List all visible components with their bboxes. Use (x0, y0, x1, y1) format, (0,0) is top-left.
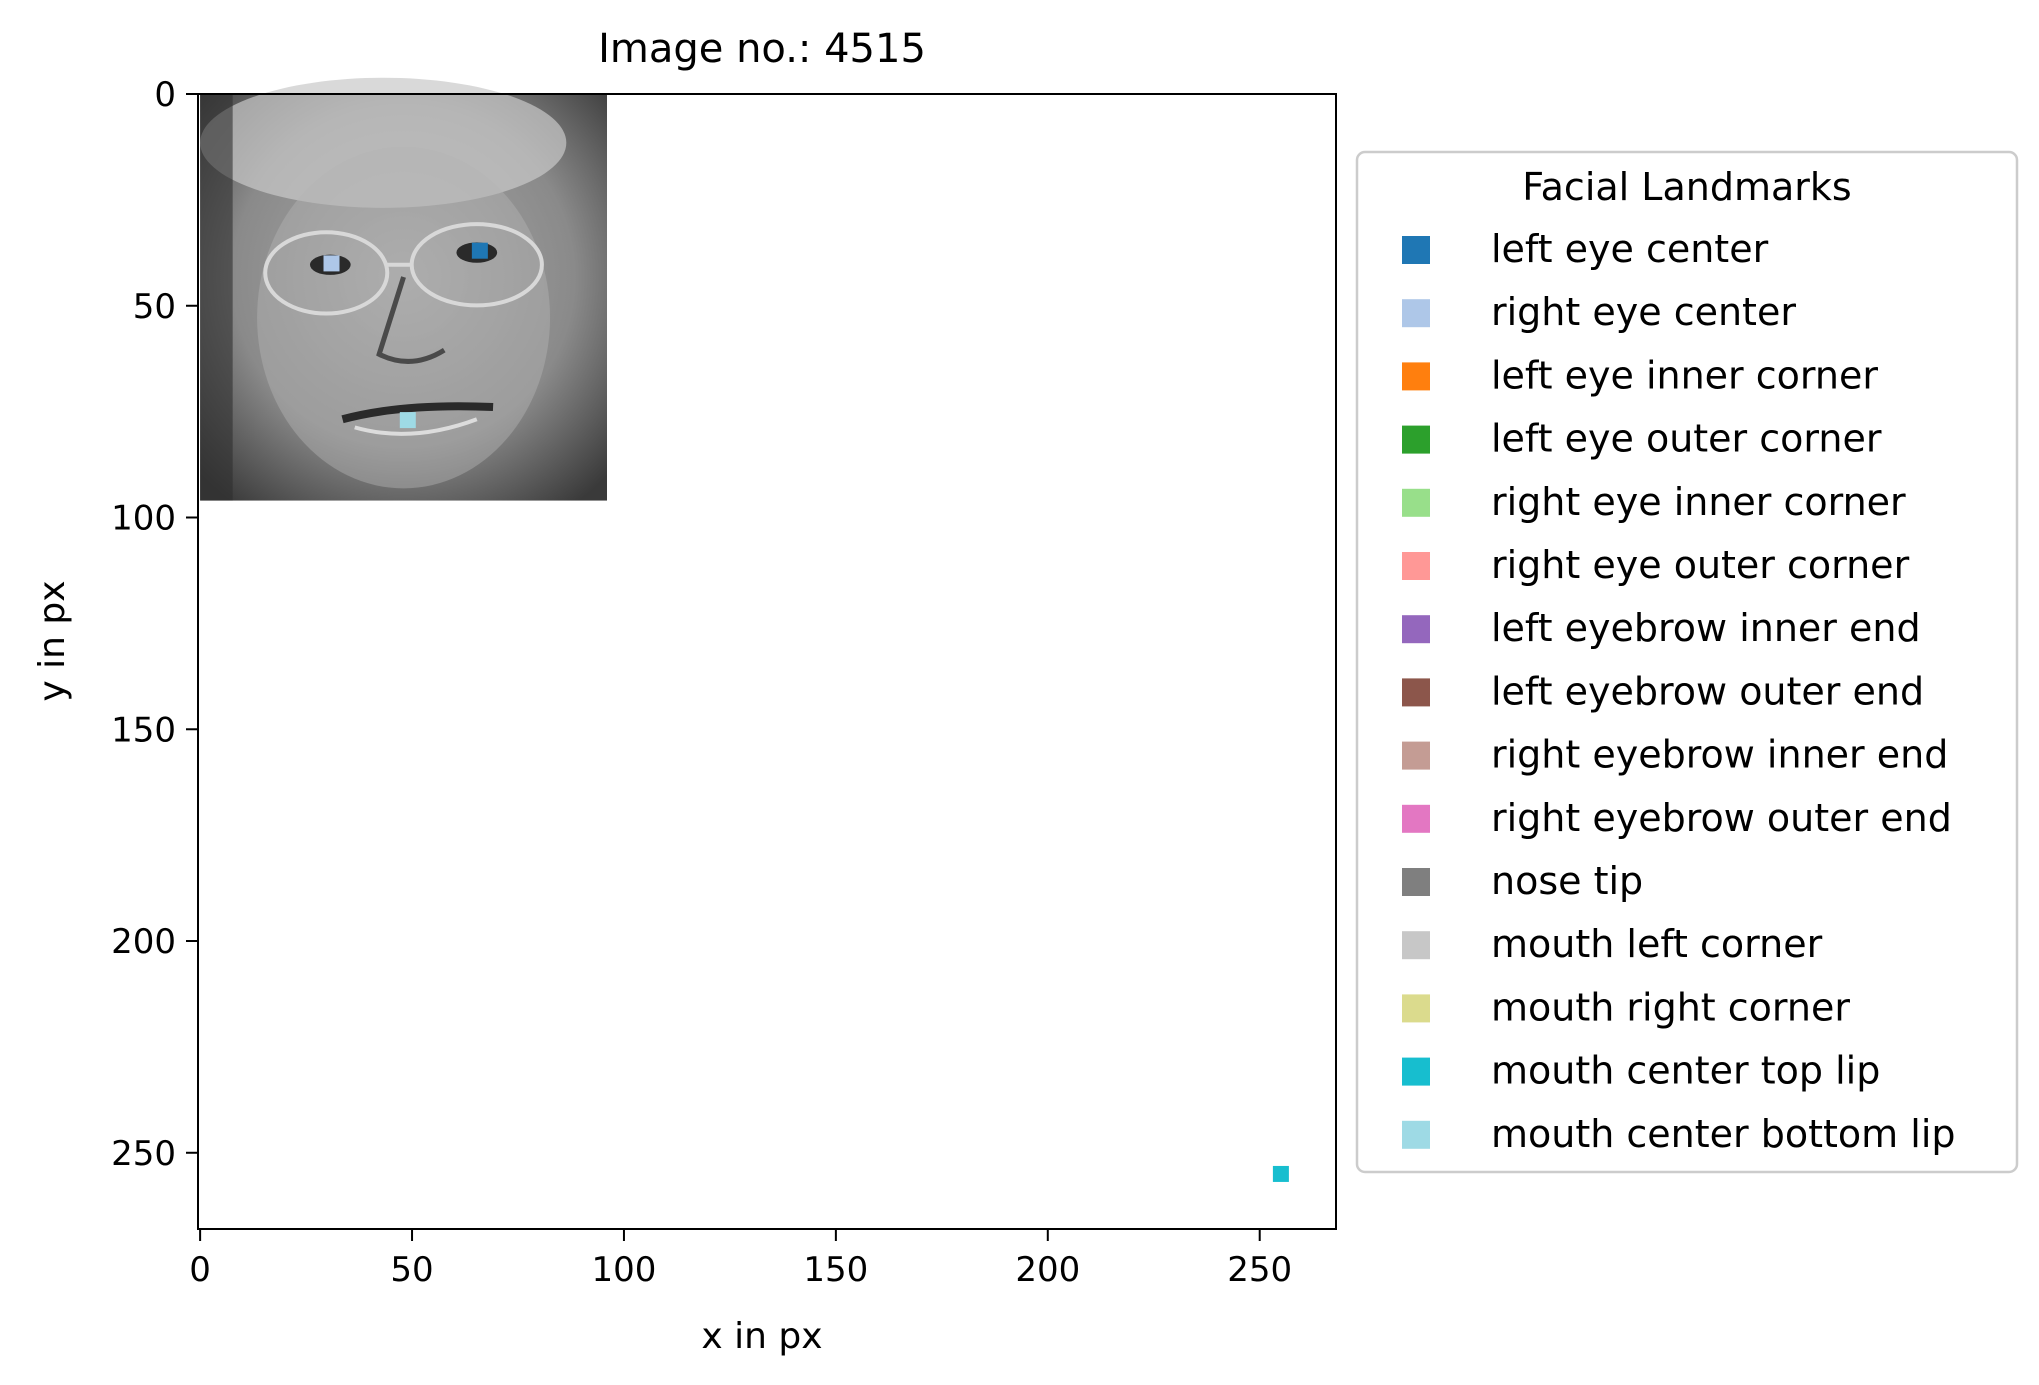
legend-label: mouth center bottom lip (1491, 1112, 1956, 1156)
x-tick-label: 50 (390, 1250, 433, 1290)
x-axis: 0 50 100 150 200 250 (189, 1229, 1292, 1290)
legend-label: right eye inner corner (1491, 480, 1906, 524)
legend-swatch (1402, 1057, 1430, 1086)
landmark-point (323, 255, 340, 272)
legend-label: left eye inner corner (1491, 353, 1878, 397)
y-axis-label: y in px (32, 580, 73, 701)
axes-frame (197, 93, 1337, 1230)
legend-title: Facial Landmarks (1522, 165, 1851, 209)
legend-label: mouth right corner (1491, 985, 1850, 1029)
legend-frame (1355, 150, 2019, 1174)
y-tick-label: 200 (111, 922, 176, 962)
x-tick-label: 250 (1227, 1250, 1292, 1290)
legend-label: mouth left corner (1491, 922, 1823, 966)
legend-swatch (1402, 678, 1430, 707)
landmark-point (471, 242, 488, 259)
y-tick-label: 150 (111, 710, 176, 750)
legend-swatch (1402, 615, 1430, 644)
legend-swatch (1402, 552, 1430, 580)
legend-swatch (1402, 488, 1430, 517)
legend-swatch (1402, 868, 1430, 896)
landmark-points (323, 242, 1289, 1182)
landmark-point (399, 412, 416, 429)
legend-label: left eye center (1491, 227, 1769, 271)
legend-label: right eyebrow outer end (1491, 796, 1952, 840)
x-tick-label: 150 (803, 1250, 868, 1290)
x-tick-label: 200 (1015, 1250, 1080, 1290)
legend-swatch (1402, 362, 1430, 391)
legend-label: right eye outer corner (1491, 543, 1910, 587)
face-image (200, 77, 608, 501)
legend-label: right eyebrow inner end (1491, 733, 1948, 777)
legend-label: left eye outer corner (1491, 417, 1882, 461)
landmark-point (1272, 1165, 1289, 1182)
legend-swatch (1402, 1120, 1430, 1149)
legend-swatch (1402, 741, 1430, 770)
legend-label: left eyebrow inner end (1491, 606, 1921, 650)
legend-swatch (1402, 236, 1430, 264)
chart-title: Image no.: 4515 (598, 26, 926, 72)
legend: Facial Landmarks left eye center right ey… (1355, 150, 2019, 1174)
legend-swatch (1402, 994, 1430, 1023)
y-axis: 0 50 100 150 200 250 (111, 75, 198, 1174)
legend-label: right eye center (1491, 290, 1796, 334)
y-tick-label: 0 (154, 75, 176, 115)
x-tick-label: 0 (189, 1250, 211, 1290)
legend-label: nose tip (1491, 859, 1643, 903)
legend-label: left eyebrow outer end (1491, 669, 1924, 713)
x-axis-label: x in px (701, 1316, 822, 1357)
legend-swatch (1402, 804, 1430, 833)
y-tick-label: 50 (133, 287, 176, 327)
x-tick-label: 100 (592, 1250, 657, 1290)
legend-swatch (1402, 425, 1430, 454)
y-tick-label: 100 (111, 499, 176, 539)
legend-swatch (1402, 931, 1430, 960)
legend-label: mouth center top lip (1491, 1049, 1880, 1093)
legend-swatch (1402, 299, 1430, 328)
y-tick-label: 250 (111, 1134, 176, 1174)
